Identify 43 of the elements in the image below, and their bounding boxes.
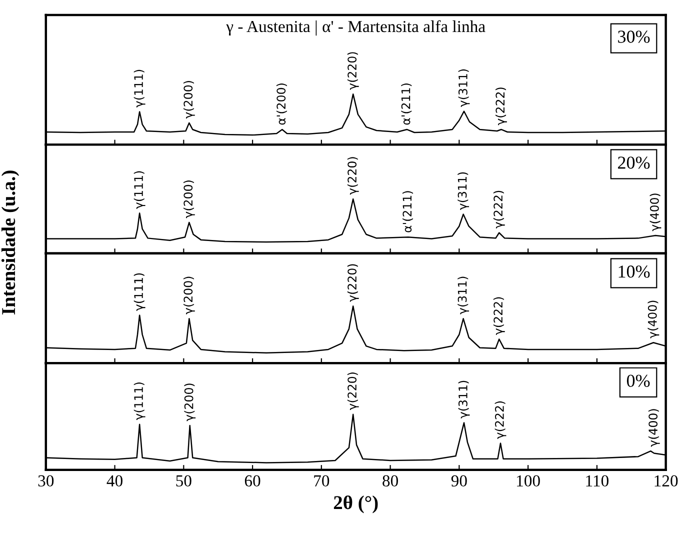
- annotation: γ(311): [458, 380, 470, 418]
- x-tick-label: 100: [517, 475, 540, 487]
- x-tick-label: 70: [314, 475, 330, 487]
- x-axis-title: 2θ (°): [334, 495, 378, 514]
- text: 10%: [618, 266, 650, 278]
- annotation: γ(400): [650, 194, 662, 232]
- annotation: γ(311): [458, 276, 470, 314]
- annotation: α'(200): [276, 84, 287, 125]
- annotation: γ(220): [347, 264, 359, 302]
- annotation: γ(220): [347, 157, 359, 195]
- annotation: γ(222): [494, 401, 506, 439]
- y-axis-title: Intensidade (u.a.): [1, 170, 20, 314]
- annotation: α'(211): [401, 84, 412, 125]
- annotation: γ(311): [458, 69, 470, 107]
- annotation: γ(200): [184, 384, 196, 422]
- x-tick-label: 80: [382, 475, 398, 487]
- x-tick-label: 110: [586, 475, 608, 487]
- annotation: α'(211): [402, 191, 414, 232]
- annotation: γ(220): [347, 52, 359, 90]
- x-tick-label: 50: [176, 475, 192, 487]
- annotation: γ(222): [493, 297, 505, 335]
- annotation: γ(400): [648, 409, 660, 447]
- annotation: γ(400): [648, 300, 660, 338]
- x-tick-label: 40: [106, 475, 122, 487]
- text: 30%: [618, 30, 650, 43]
- chart-title: γ - Austenita | α' - Martensita alfa linha: [226, 20, 486, 36]
- x-tick-label: 30: [38, 475, 54, 487]
- annotation: γ(111): [134, 382, 146, 420]
- annotation: γ(111): [134, 171, 146, 209]
- x-tick-label: 60: [244, 475, 260, 487]
- x-tick-label: 90: [451, 475, 467, 487]
- text: 20%: [618, 156, 650, 169]
- annotation: γ(200): [183, 81, 195, 119]
- annotation: γ(311): [458, 172, 470, 210]
- annotation: γ(200): [183, 180, 195, 218]
- annotation: γ(111): [134, 70, 146, 108]
- x-tick-label: 120: [654, 475, 678, 487]
- annotation: γ(222): [495, 88, 507, 126]
- annotation: γ(222): [493, 190, 505, 228]
- annotation: γ(220): [347, 372, 359, 410]
- annotation: γ(200): [183, 276, 195, 314]
- text: 0%: [626, 374, 650, 387]
- annotation: γ(111): [134, 273, 146, 311]
